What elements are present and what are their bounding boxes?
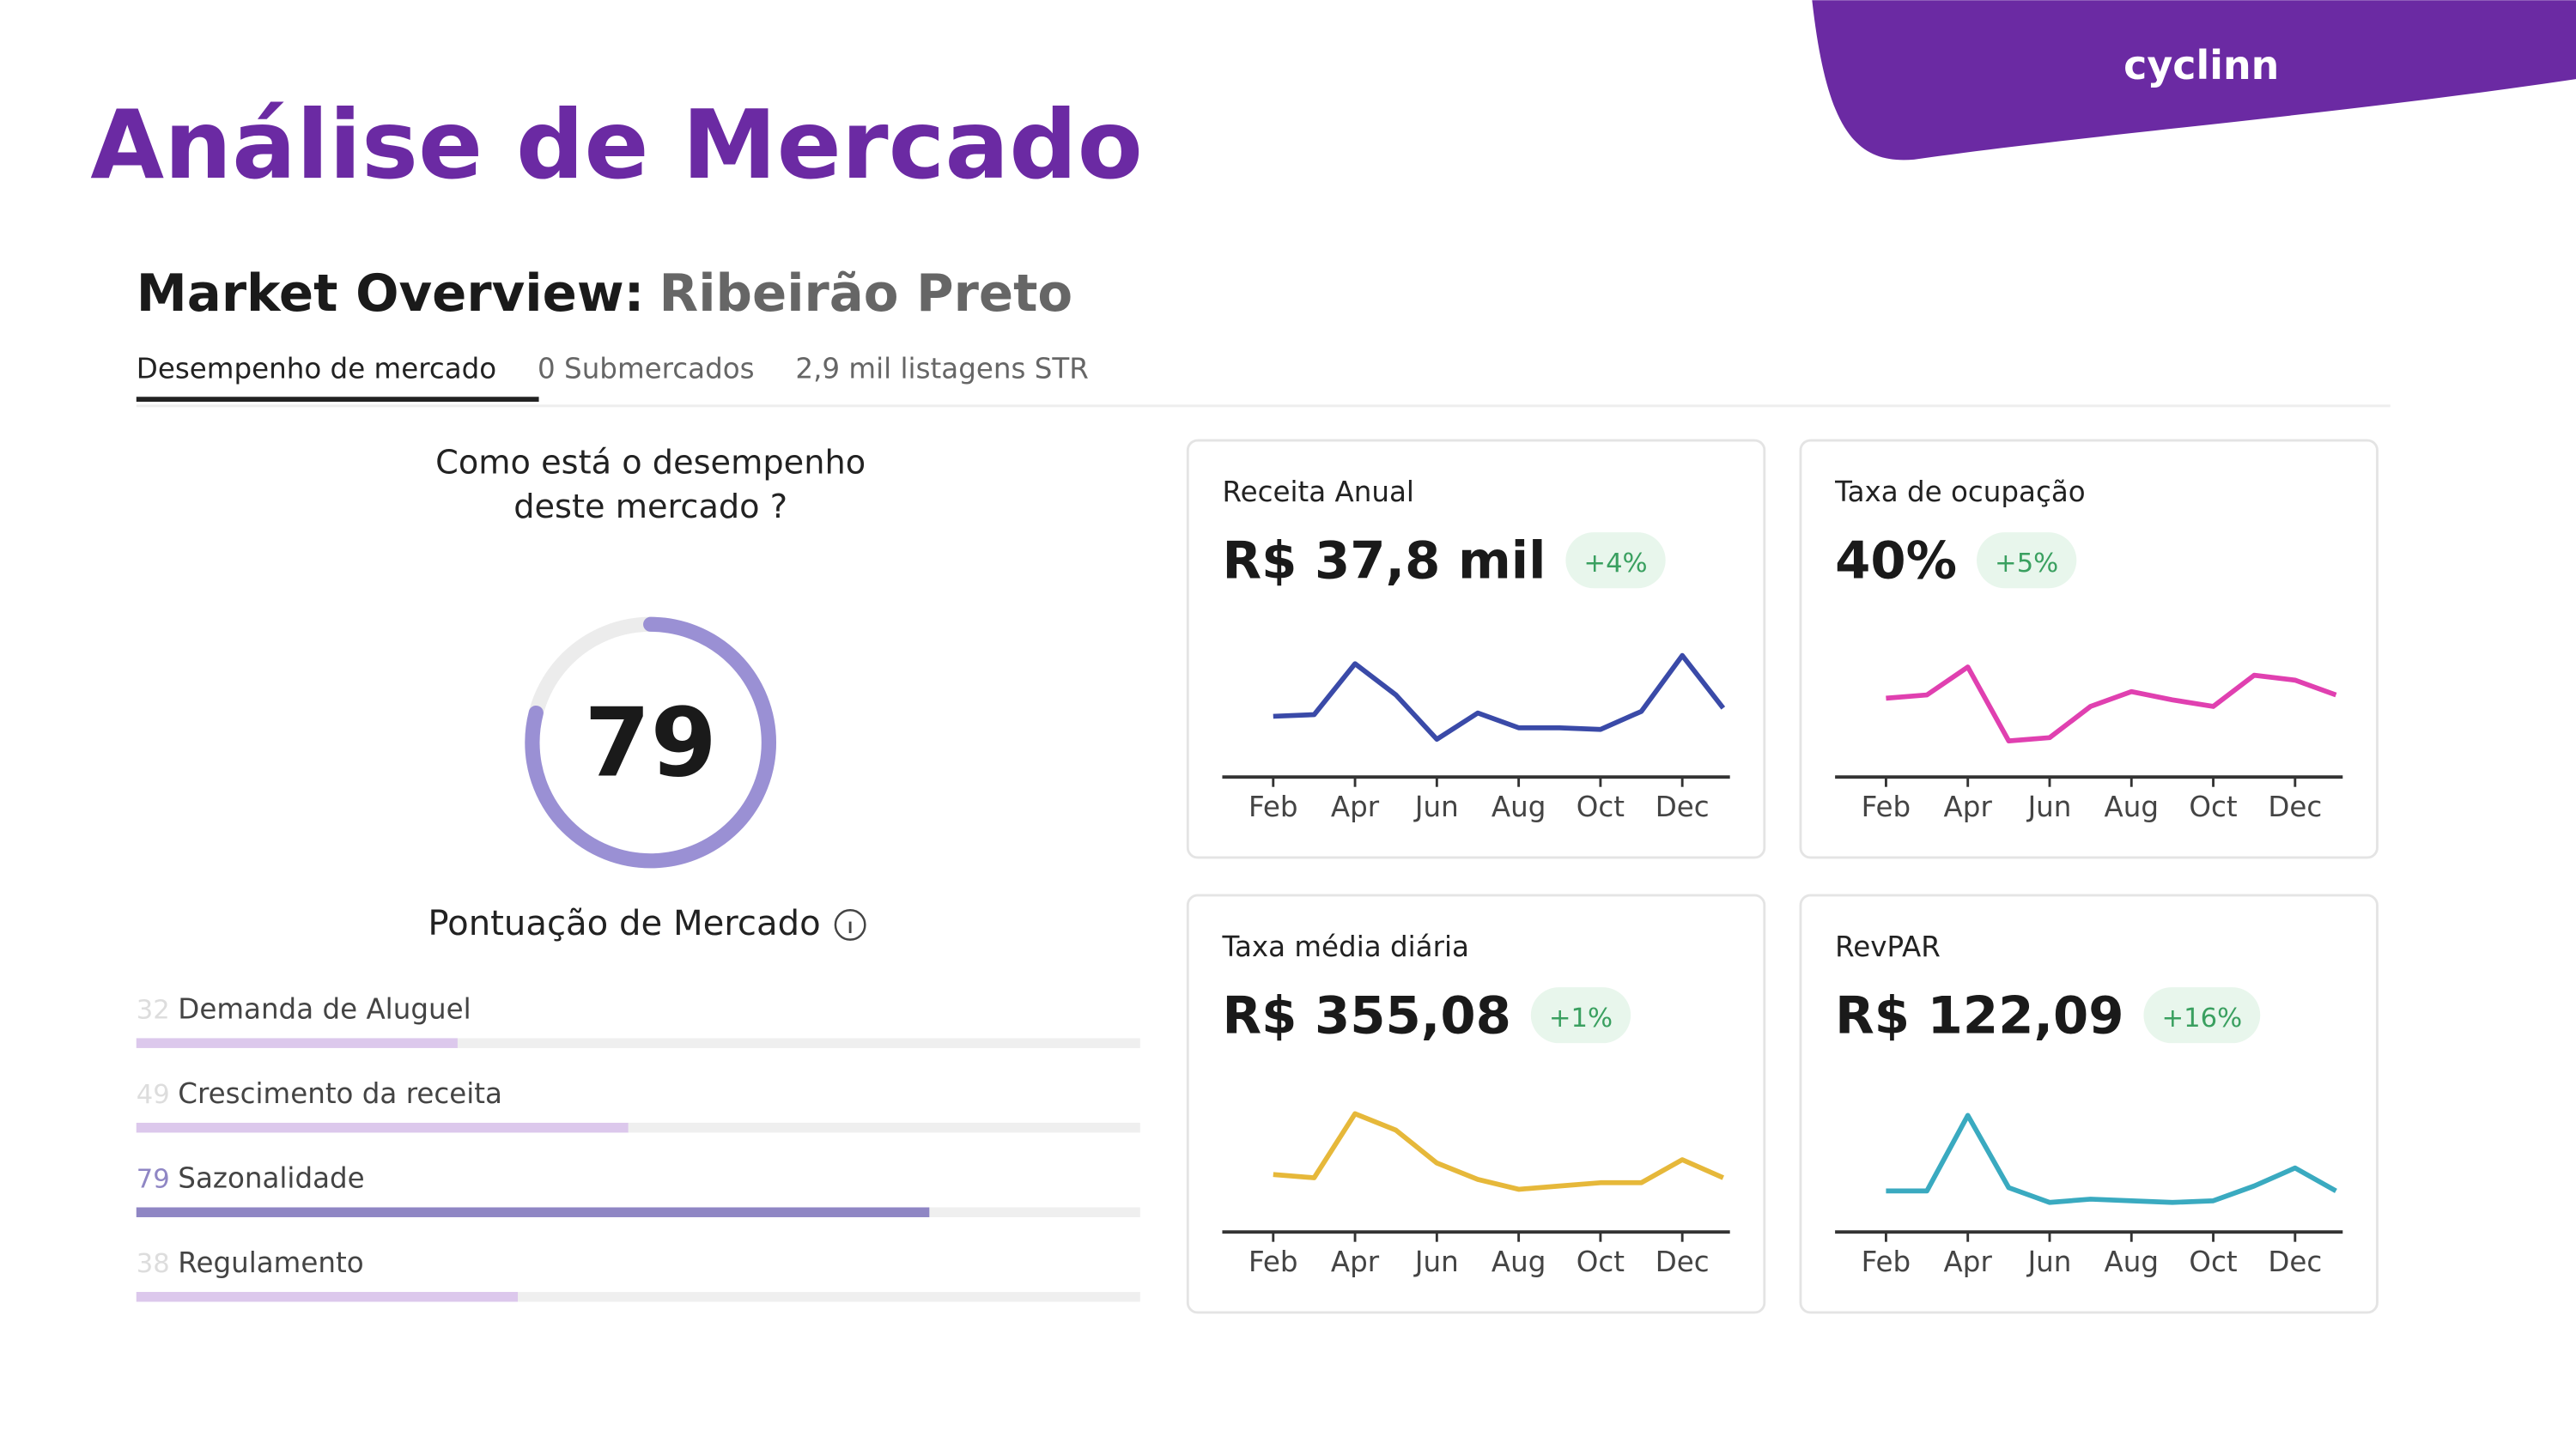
card-title: RevPAR bbox=[1835, 931, 1941, 963]
sparkline bbox=[1886, 1113, 2337, 1205]
factor-value: 38 bbox=[137, 1249, 170, 1279]
score-question: Como está o desempenho deste mercado ? bbox=[435, 441, 866, 526]
factor-track bbox=[136, 1038, 1140, 1048]
factor-value: 49 bbox=[137, 1080, 170, 1110]
x-tick-label: Oct bbox=[2189, 791, 2237, 823]
card-change: +1% bbox=[1549, 1003, 1613, 1034]
card bbox=[1799, 439, 2379, 859]
factor-label: Crescimento da receita bbox=[178, 1077, 502, 1110]
x-tick-label: Feb bbox=[1249, 791, 1298, 823]
card-title: Taxa de ocupação bbox=[1834, 476, 2086, 508]
x-tick-label: Jun bbox=[1413, 791, 1459, 823]
change-badge bbox=[1530, 987, 1631, 1044]
card-change: +4% bbox=[1583, 549, 1647, 579]
x-tick-label: Apr bbox=[1944, 1246, 1993, 1278]
x-tick-label: Dec bbox=[1656, 791, 1710, 823]
x-tick-label: Oct bbox=[1577, 1246, 1625, 1278]
x-tick-label: Oct bbox=[1577, 791, 1625, 823]
logo-banner bbox=[1812, 0, 2576, 161]
x-tick-label: Aug bbox=[1492, 791, 1546, 823]
sparkline bbox=[1886, 664, 2337, 744]
x-tick-label: Jun bbox=[2026, 791, 2072, 823]
factor-bar bbox=[136, 1292, 519, 1302]
info-icon[interactable] bbox=[834, 908, 866, 941]
change-badge bbox=[2143, 987, 2261, 1044]
x-tick-label: Aug bbox=[2105, 791, 2160, 823]
x-tick-label: Feb bbox=[1862, 1246, 1911, 1278]
factor-label: Sazonalidade bbox=[178, 1162, 364, 1195]
x-tick-label: Oct bbox=[2189, 1246, 2237, 1278]
card-value: R$ 355,08 bbox=[1222, 986, 1510, 1046]
x-tick-label: Feb bbox=[1249, 1246, 1298, 1278]
factor-label: Regulamento bbox=[178, 1246, 363, 1279]
change-badge bbox=[1565, 532, 1666, 589]
card-value: R$ 37,8 mil bbox=[1222, 531, 1546, 591]
x-tick-label: Aug bbox=[1492, 1246, 1546, 1278]
sparkline bbox=[1273, 652, 1726, 743]
question-box: Como está o desempenho deste mercado ? bbox=[435, 441, 866, 526]
factor-bar bbox=[136, 1038, 458, 1048]
overview-city: Ribeirão Preto bbox=[659, 264, 1073, 323]
x-tick-label: Apr bbox=[1331, 791, 1380, 823]
x-tick-label: Jun bbox=[2026, 1246, 2072, 1278]
card-change: +16% bbox=[2162, 1003, 2243, 1034]
card-value: 40% bbox=[1835, 531, 1957, 591]
factor-bar bbox=[136, 1122, 629, 1133]
x-tick-label: Dec bbox=[2268, 791, 2322, 823]
score-value: 79 bbox=[584, 688, 716, 798]
tab[interactable]: Desempenho de mercado bbox=[137, 352, 496, 385]
x-tick-label: Apr bbox=[1331, 1246, 1380, 1278]
tab[interactable]: 2,9 mil listagens STR bbox=[795, 352, 1088, 385]
factor-value: 32 bbox=[137, 995, 170, 1025]
card-title: Taxa média diária bbox=[1221, 931, 1468, 963]
x-tick-label: Feb bbox=[1862, 791, 1911, 823]
x-tick-label: Dec bbox=[2268, 1246, 2322, 1278]
card-value: R$ 122,09 bbox=[1835, 986, 2123, 1046]
x-tick-label: Dec bbox=[1656, 1246, 1710, 1278]
x-tick-label: Aug bbox=[2105, 1246, 2160, 1278]
change-badge bbox=[1977, 532, 2077, 589]
factor-value: 79 bbox=[137, 1165, 170, 1195]
factor-bar bbox=[136, 1207, 930, 1217]
sparkline bbox=[1273, 1111, 1724, 1192]
tab[interactable]: 0 Submercados bbox=[538, 352, 755, 385]
x-tick-label: Jun bbox=[1413, 1246, 1459, 1278]
overview-label: Market Overview: bbox=[137, 264, 645, 323]
page-title: Análise de Mercado bbox=[90, 90, 1143, 201]
card-change: +5% bbox=[1995, 549, 2058, 579]
card-title: Receita Anual bbox=[1222, 476, 1413, 508]
factor-label: Demanda de Aluguel bbox=[178, 992, 471, 1025]
x-tick-label: Apr bbox=[1944, 791, 1993, 823]
factor-track bbox=[136, 1292, 1140, 1302]
gauge-arc bbox=[525, 616, 777, 869]
score-label: Pontuação de Mercado bbox=[428, 904, 820, 943]
factor-track bbox=[136, 1122, 1140, 1133]
logo: cyclinn bbox=[2123, 42, 2279, 88]
